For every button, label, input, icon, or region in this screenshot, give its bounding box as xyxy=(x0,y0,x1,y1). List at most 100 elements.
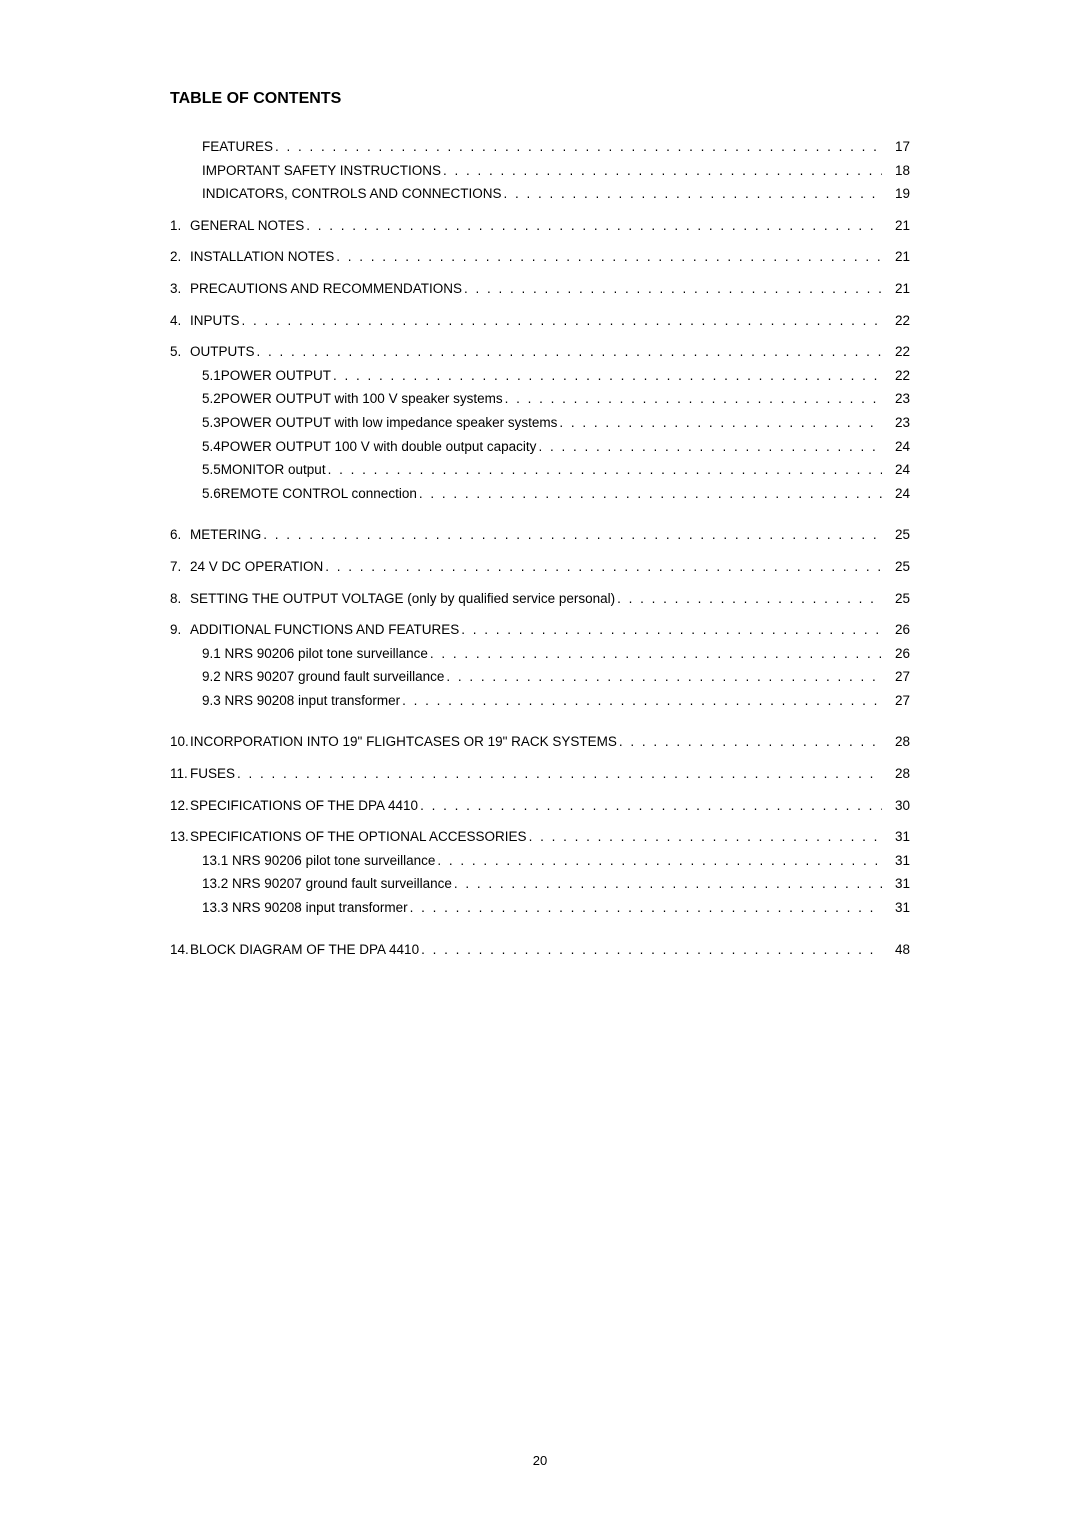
toc-entry-page: 22 xyxy=(882,341,910,363)
toc-entry-page: 21 xyxy=(882,215,910,237)
toc-entry: 5.6 REMOTE CONTROL connection. . . . . .… xyxy=(170,483,910,505)
toc-entry: IMPORTANT SAFETY INSTRUCTIONS . . . . . … xyxy=(170,160,910,182)
toc-entry-page: 31 xyxy=(882,873,910,895)
toc-entry: 11. FUSES. . . . . . . . . . . . . . . .… xyxy=(170,763,910,785)
toc-dot-leader: . . . . . . . . . . . . . . . . . . . . … xyxy=(255,341,882,363)
toc-dot-leader: . . . . . . . . . . . . . . . . . . . . … xyxy=(503,388,882,410)
toc-entry: 5.1 POWER OUTPUT. . . . . . . . . . . . … xyxy=(170,365,910,387)
toc-list: FEATURES. . . . . . . . . . . . . . . . … xyxy=(170,136,910,960)
page-footer: 20 xyxy=(0,1453,1080,1468)
toc-entry-number: 5.2 xyxy=(202,388,221,410)
toc-entry-number: 3. xyxy=(170,278,190,300)
toc-entry-page: 30 xyxy=(882,795,910,817)
toc-entry-page: 27 xyxy=(882,666,910,688)
toc-entry-number: 13. xyxy=(170,826,190,848)
toc-entry-text: 13.3 NRS 90208 input transformer xyxy=(202,897,408,919)
toc-entry: 14. BLOCK DIAGRAM OF THE DPA 4410. . . .… xyxy=(170,939,910,961)
toc-entry-number: 12. xyxy=(170,795,190,817)
toc-entry: 4. INPUTS. . . . . . . . . . . . . . . .… xyxy=(170,310,910,332)
toc-entry-page: 23 xyxy=(882,388,910,410)
toc-entry-number: 2. xyxy=(170,246,190,268)
toc-dot-leader: . . . . . . . . . . . . . . . . . . . . … xyxy=(419,939,882,961)
toc-dot-leader: . . . . . . . . . . . . . . . . . . . . … xyxy=(273,136,882,158)
toc-dot-leader: . . . . . . . . . . . . . . . . . . . . … xyxy=(615,588,882,610)
toc-entry-page: 31 xyxy=(882,826,910,848)
toc-entry-page: 24 xyxy=(882,459,910,481)
toc-entry: 8. SETTING THE OUTPUT VOLTAGE (only by q… xyxy=(170,588,910,610)
toc-entry: 13.1 NRS 90206 pilot tone surveillance. … xyxy=(170,850,910,872)
toc-entry-text: SPECIFICATIONS OF THE DPA 4410 xyxy=(190,795,418,817)
toc-entry-number: 5. xyxy=(170,341,190,363)
toc-dot-leader: . . . . . . . . . . . . . . . . . . . . … xyxy=(527,826,882,848)
toc-entry-page: 26 xyxy=(882,619,910,641)
toc-entry-text: INDICATORS, CONTROLS AND CONNECTIONS xyxy=(202,183,502,205)
toc-entry-text: OUTPUTS xyxy=(190,341,255,363)
toc-entry: 13. SPECIFICATIONS OF THE OPTIONAL ACCES… xyxy=(170,826,910,848)
toc-entry: 5.4 POWER OUTPUT 100 V with double outpu… xyxy=(170,436,910,458)
toc-dot-leader: . . . . . . . . . . . . . . . . . . . . … xyxy=(261,524,882,546)
toc-dot-leader: . . . . . . . . . . . . . . . . . . . . … xyxy=(240,310,882,332)
toc-dot-leader: . . . . . . . . . . . . . . . . . . . . … xyxy=(444,666,882,688)
toc-entry-text: 24 V DC OPERATION xyxy=(190,556,323,578)
toc-entry-number: 9. xyxy=(170,619,190,641)
toc-entry-page: 25 xyxy=(882,524,910,546)
toc-dot-leader: . . . . . . . . . . . . . . . . . . . . … xyxy=(304,215,882,237)
toc-entry-number: 1. xyxy=(170,215,190,237)
toc-entry-text: BLOCK DIAGRAM OF THE DPA 4410 xyxy=(190,939,419,961)
toc-entry-text: FUSES xyxy=(190,763,235,785)
toc-entry-page: 31 xyxy=(882,850,910,872)
toc-entry-text: POWER OUTPUT with low impedance speaker … xyxy=(221,412,558,434)
toc-entry-number: 5.3 xyxy=(202,412,221,434)
toc-entry-number: 8. xyxy=(170,588,190,610)
toc-entry-page: 21 xyxy=(882,246,910,268)
toc-entry-text: 9.1 NRS 90206 pilot tone surveillance xyxy=(202,643,428,665)
toc-dot-leader: . . . . . . . . . . . . . . . . . . . . … xyxy=(557,412,882,434)
toc-entry-page: 25 xyxy=(882,588,910,610)
toc-entry-text: GENERAL NOTES xyxy=(190,215,304,237)
toc-entry-page: 28 xyxy=(882,763,910,785)
toc-entry: 9. ADDITIONAL FUNCTIONS AND FEATURES. . … xyxy=(170,619,910,641)
toc-entry-text: POWER OUTPUT xyxy=(221,365,331,387)
toc-entry: 2. INSTALLATION NOTES. . . . . . . . . .… xyxy=(170,246,910,268)
toc-entry: 13.2 NRS 90207 ground fault surveillance… xyxy=(170,873,910,895)
toc-entry: 9.2 NRS 90207 ground fault surveillance … xyxy=(170,666,910,688)
toc-title: TABLE OF CONTENTS xyxy=(170,90,910,108)
toc-entry-text: MONITOR output xyxy=(221,459,326,481)
toc-entry-number: 6. xyxy=(170,524,190,546)
toc-entry-text: 13.2 NRS 90207 ground fault surveillance xyxy=(202,873,452,895)
toc-dot-leader: . . . . . . . . . . . . . . . . . . . . … xyxy=(435,850,882,872)
toc-entry-text: INPUTS xyxy=(190,310,240,332)
toc-entry: INDICATORS, CONTROLS AND CONNECTIONS. . … xyxy=(170,183,910,205)
toc-entry-page: 27 xyxy=(882,690,910,712)
toc-entry-page: 48 xyxy=(882,939,910,961)
toc-entry: 10. INCORPORATION INTO 19" FLIGHTCASES O… xyxy=(170,731,910,753)
toc-dot-leader: . . . . . . . . . . . . . . . . . . . . … xyxy=(417,483,882,505)
toc-entry-text: IMPORTANT SAFETY INSTRUCTIONS xyxy=(202,160,441,182)
toc-entry-page: 23 xyxy=(882,412,910,434)
toc-entry-text: PRECAUTIONS AND RECOMMENDATIONS xyxy=(190,278,462,300)
toc-entry-page: 24 xyxy=(882,436,910,458)
toc-dot-leader: . . . . . . . . . . . . . . . . . . . . … xyxy=(334,246,882,268)
toc-entry-number: 4. xyxy=(170,310,190,332)
toc-entry-page: 26 xyxy=(882,643,910,665)
toc-entry: 9.3 NRS 90208 input transformer . . . . … xyxy=(170,690,910,712)
toc-entry: 7. 24 V DC OPERATION . . . . . . . . . .… xyxy=(170,556,910,578)
toc-entry-number: 10. xyxy=(170,731,190,753)
toc-entry: 1. GENERAL NOTES. . . . . . . . . . . . … xyxy=(170,215,910,237)
toc-entry-page: 21 xyxy=(882,278,910,300)
toc-entry-page: 24 xyxy=(882,483,910,505)
toc-entry-page: 18 xyxy=(882,160,910,182)
toc-entry-text: SETTING THE OUTPUT VOLTAGE (only by qual… xyxy=(190,588,615,610)
toc-dot-leader: . . . . . . . . . . . . . . . . . . . . … xyxy=(441,160,882,182)
toc-entry-page: 31 xyxy=(882,897,910,919)
toc-dot-leader: . . . . . . . . . . . . . . . . . . . . … xyxy=(617,731,882,753)
toc-entry: 5.3 POWER OUTPUT with low impedance spea… xyxy=(170,412,910,434)
toc-entry-number: 7. xyxy=(170,556,190,578)
toc-entry-number: 14. xyxy=(170,939,190,961)
toc-dot-leader: . . . . . . . . . . . . . . . . . . . . … xyxy=(323,556,882,578)
toc-entry-page: 22 xyxy=(882,310,910,332)
toc-entry: 3. PRECAUTIONS AND RECOMMENDATIONS. . . … xyxy=(170,278,910,300)
toc-dot-leader: . . . . . . . . . . . . . . . . . . . . … xyxy=(331,365,882,387)
toc-entry-text: POWER OUTPUT with 100 V speaker systems xyxy=(221,388,503,410)
toc-dot-leader: . . . . . . . . . . . . . . . . . . . . … xyxy=(428,643,882,665)
